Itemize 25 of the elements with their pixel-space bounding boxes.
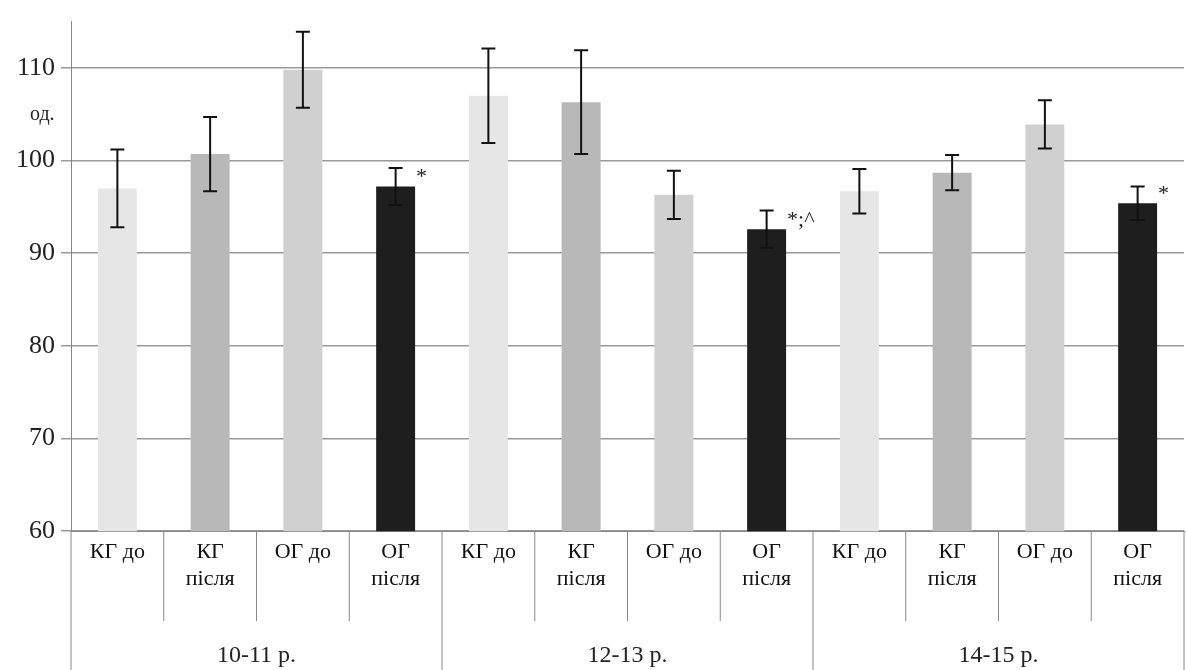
y-tick-label: 60 [29, 515, 55, 545]
x-tick-label: ОГ після [371, 538, 420, 590]
x-tick-label: ОГ до [645, 538, 703, 564]
x-tick-label: ОГ до [1016, 538, 1074, 564]
x-tick-label: КГ після [556, 538, 606, 590]
x-tick-label: ОГ після [1113, 538, 1162, 590]
y-tick-label: 90 [29, 237, 55, 267]
y-tick-label: 80 [29, 329, 55, 359]
y-tick-label: 70 [29, 422, 55, 452]
x-tick-label: КГ до [831, 538, 887, 564]
y-axis-title: од. [30, 101, 55, 125]
text: 10-11 р. [216, 641, 297, 668]
x-tick-label: КГ після [927, 538, 977, 590]
x-tick-label: ОГ після [742, 538, 791, 590]
x-tick-label: КГ до [460, 538, 516, 564]
x-tick-label: КГ після [185, 538, 235, 590]
y-tick-label: 100 [16, 144, 55, 174]
annotation: *;^ [787, 205, 816, 231]
y-tick-label: 110 [16, 51, 55, 81]
x-tick-label: КГ до [89, 538, 145, 564]
annotation: * [1158, 179, 1170, 205]
text: 12-13 р. [587, 641, 668, 668]
annotation: * [416, 163, 428, 189]
text: 14-15 р. [958, 641, 1039, 668]
x-tick-label: ОГ до [274, 538, 332, 564]
